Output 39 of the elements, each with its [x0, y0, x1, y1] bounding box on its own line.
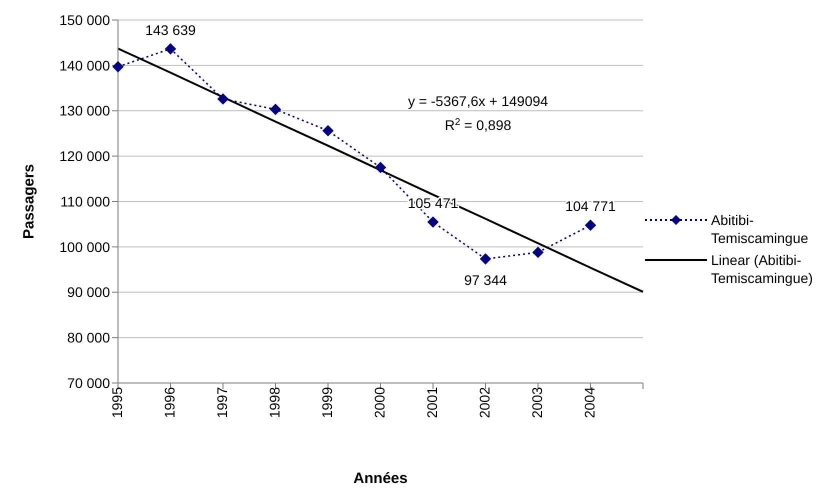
x-tick-label: 1995	[108, 386, 125, 418]
data-label: 143 639	[145, 22, 196, 38]
legend-label: Linear (Abitibi-Temiscamingue)	[711, 250, 813, 286]
point	[322, 125, 334, 136]
x-tick-label: 1996	[161, 386, 178, 418]
y-axis-title: Passagers	[20, 164, 38, 240]
y-tick-label: 90 000	[67, 284, 110, 300]
x-tick-label: 1997	[214, 386, 230, 418]
annotation: y = -5367,6x + 149094	[408, 93, 548, 109]
y-tick-label: 80 000	[67, 330, 110, 346]
point	[428, 216, 438, 228]
data-label: 97 344	[464, 272, 508, 288]
x-tick-label: 1998	[266, 386, 282, 418]
point	[480, 253, 491, 264]
y-tick-label: 100 000	[59, 238, 110, 255]
point	[270, 104, 281, 115]
point	[375, 162, 386, 173]
line-series	[117, 48, 644, 293]
data-label: 104 771	[565, 198, 616, 214]
point	[218, 93, 228, 104]
x-tick-label: 2004	[581, 386, 598, 418]
point	[532, 246, 544, 258]
point	[112, 61, 124, 72]
point	[585, 220, 596, 231]
y-tick-label: 70 000	[67, 374, 110, 391]
legend-label: Abitibi-Temiscamingue	[711, 210, 810, 246]
x-tick-label: 2002	[476, 386, 492, 418]
annotation: R$^{2}$ = 0,898	[444, 116, 512, 133]
x-axis-title: Années	[353, 470, 408, 487]
y-tick-label: 150 000	[59, 12, 110, 28]
point	[165, 43, 176, 54]
y-tick-label: 110 000	[60, 193, 110, 210]
x-tick-label: 2001	[424, 386, 440, 418]
y-tick-label: 130 000	[59, 102, 110, 119]
x-tick-label: 2003	[528, 386, 545, 418]
x-tick-label: 1999	[318, 386, 335, 418]
y-tick-label: 140 000	[59, 57, 110, 74]
x-tick-label: 2000	[371, 386, 388, 418]
y-tick-label: 120 000	[59, 148, 110, 164]
